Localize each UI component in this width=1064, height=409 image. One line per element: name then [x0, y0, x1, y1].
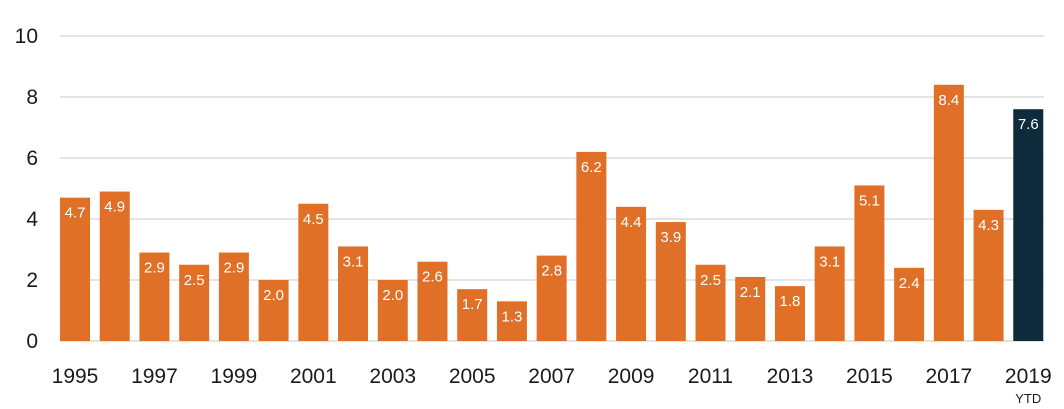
bar-1997 — [139, 252, 170, 341]
x-tick-label: 2007 — [528, 365, 575, 388]
bar-2007 — [536, 255, 567, 341]
bar-2013 — [774, 286, 805, 341]
x-tick-label: 2003 — [369, 365, 416, 388]
bar-2002 — [338, 246, 369, 341]
bar-2001 — [298, 203, 329, 341]
bar-2019 — [1013, 109, 1044, 341]
x-tick-label: 1995 — [52, 365, 99, 388]
bar-2004 — [417, 261, 448, 341]
bar-value-label: 4.7 — [65, 205, 86, 222]
bar-value-label: 4.3 — [978, 217, 999, 234]
bar-value-label: 8.4 — [938, 92, 959, 109]
bar-value-label: 2.5 — [700, 272, 721, 289]
x-axis: 1995 1997 1999 2001 2003 2005 2007 2009 2011 2013… — [52, 365, 1052, 406]
bar-2009 — [616, 206, 647, 341]
x-tick-label: 2005 — [449, 365, 496, 388]
y-tick-label: 0 — [26, 330, 38, 353]
bar-value-label: 2.6 — [422, 269, 443, 286]
bar-2017 — [933, 84, 964, 342]
bar-value-label: 4.4 — [621, 214, 642, 231]
bar-2010 — [655, 222, 686, 341]
bar-1996 — [99, 191, 130, 341]
bar-value-label: 1.3 — [501, 308, 522, 325]
bar-value-label: 2.4 — [899, 275, 920, 292]
bar-value-label: 2.8 — [541, 263, 562, 280]
bar-value-label: 6.2 — [581, 159, 602, 176]
bar-2000 — [258, 280, 289, 341]
bar-2005 — [457, 289, 488, 341]
bar-2016 — [894, 267, 925, 341]
y-axis: 0 2 4 6 8 10 — [15, 25, 39, 353]
bar-value-label: 3.9 — [660, 229, 681, 246]
y-tick-label: 4 — [26, 208, 38, 231]
bar-2014 — [814, 246, 845, 341]
bar-value-label: 2.9 — [223, 260, 244, 277]
bar-value-label: 7.6 — [1018, 116, 1039, 133]
y-tick-label: 2 — [26, 269, 38, 292]
bar-2003 — [377, 280, 408, 341]
bar-value-label: 5.1 — [859, 192, 880, 209]
bar-value-label: 2.1 — [740, 284, 761, 301]
bar-value-label: 4.5 — [303, 211, 324, 228]
bar-2012 — [735, 276, 766, 341]
bar-value-labels: 4.7 4.9 2.9 2.5 2.9 2.0 4.5 3.1 2.0 2.6 1.7 1.3 2.8 6… — [65, 92, 1039, 326]
bar-value-label: 2.5 — [184, 272, 205, 289]
x-tick-label: 2019 — [1005, 365, 1052, 388]
bar-1999 — [218, 252, 249, 341]
bar-value-label: 1.7 — [462, 296, 483, 313]
x-tick-label: 2015 — [846, 365, 893, 388]
bars — [60, 84, 1044, 342]
x-tick-label: 1997 — [131, 365, 178, 388]
bar-1995 — [60, 197, 90, 341]
bar-value-label: 1.8 — [780, 293, 801, 310]
bar-2018 — [973, 209, 1004, 341]
bar-2008 — [576, 151, 607, 341]
bar-2006 — [496, 301, 527, 341]
x-tick-label: 2001 — [290, 365, 337, 388]
bar-2015 — [854, 185, 885, 341]
bar-value-label: 3.1 — [819, 253, 840, 270]
bar-value-label: 3.1 — [343, 253, 364, 270]
bar-value-label: 2.9 — [144, 260, 165, 277]
bar-1998 — [179, 264, 210, 341]
bar-2011 — [695, 264, 726, 341]
x-tick-label: 2009 — [608, 365, 655, 388]
y-tick-label: 8 — [26, 86, 38, 109]
y-tick-label: 10 — [15, 25, 38, 48]
y-tick-label: 6 — [26, 147, 38, 170]
bar-value-label: 2.0 — [382, 287, 403, 304]
x-tick-label: 2011 — [688, 365, 733, 388]
x-tick-label: 2013 — [767, 365, 814, 388]
x-tick-sublabel: YTD — [1015, 391, 1041, 406]
bar-value-label: 4.9 — [104, 199, 125, 216]
x-tick-label: 1999 — [211, 365, 258, 388]
bar-value-label: 2.0 — [263, 287, 284, 304]
x-tick-label: 2017 — [925, 365, 972, 388]
